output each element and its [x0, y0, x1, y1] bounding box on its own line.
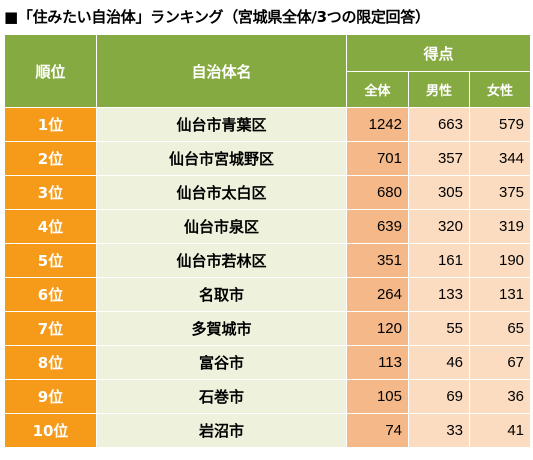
score-male-cell: 161: [408, 243, 470, 278]
municipality-cell: 仙台市若林区: [96, 243, 347, 278]
page-title: ■「住みたい自治体」ランキング（宮城県全体/3つの限定回答）: [4, 8, 430, 26]
score-female-cell: 41: [468, 413, 532, 448]
score-female-cell: 319: [468, 209, 532, 244]
rank-cell: 10位: [4, 413, 97, 448]
header-municipality: 自治体名: [96, 34, 347, 108]
table-row: 2位 仙台市宮城野区 701 357 344: [4, 141, 532, 176]
score-all-cell: 351: [346, 243, 409, 278]
score-male-cell: 55: [408, 311, 470, 346]
municipality-cell: 仙台市宮城野区: [96, 141, 347, 176]
score-all-cell: 105: [346, 379, 409, 414]
rank-cell: 7位: [4, 311, 97, 346]
header-female: 女性: [468, 71, 532, 108]
score-male-cell: 46: [408, 345, 470, 380]
score-all-cell: 74: [346, 413, 409, 448]
table-row: 10位 岩沼市 74 33 41: [4, 413, 532, 448]
score-all-cell: 1242: [346, 107, 409, 142]
table-row: 3位 仙台市太白区 680 305 375: [4, 175, 532, 210]
header-all: 全体: [346, 71, 409, 108]
table-row: 4位 仙台市泉区 639 320 319: [4, 209, 532, 244]
score-all-cell: 680: [346, 175, 409, 210]
score-all-cell: 639: [346, 209, 409, 244]
score-female-cell: 375: [468, 175, 532, 210]
score-male-cell: 133: [408, 277, 470, 312]
score-all-cell: 701: [346, 141, 409, 176]
rank-cell: 4位: [4, 209, 97, 244]
score-all-cell: 113: [346, 345, 409, 380]
score-female-cell: 36: [468, 379, 532, 414]
score-all-cell: 120: [346, 311, 409, 346]
table-row: 7位 多賀城市 120 55 65: [4, 311, 532, 346]
municipality-cell: 名取市: [96, 277, 347, 312]
score-female-cell: 67: [468, 345, 532, 380]
table-row: 6位 名取市 264 133 131: [4, 277, 532, 312]
municipality-cell: 仙台市太白区: [96, 175, 347, 210]
score-male-cell: 320: [408, 209, 470, 244]
rank-cell: 2位: [4, 141, 97, 176]
rank-cell: 1位: [4, 107, 97, 142]
score-female-cell: 579: [468, 107, 532, 142]
rank-cell: 8位: [4, 345, 97, 380]
municipality-cell: 富谷市: [96, 345, 347, 380]
score-female-cell: 131: [468, 277, 532, 312]
table-row: 5位 仙台市若林区 351 161 190: [4, 243, 532, 278]
score-female-cell: 344: [468, 141, 532, 176]
table-row: 1位 仙台市青葉区 1242 663 579: [4, 107, 532, 142]
table-row: 8位 富谷市 113 46 67: [4, 345, 532, 380]
header-score: 得点: [345, 34, 532, 72]
rank-cell: 3位: [4, 175, 97, 210]
score-all-cell: 264: [346, 277, 409, 312]
rank-cell: 9位: [4, 379, 97, 414]
municipality-cell: 仙台市青葉区: [96, 107, 347, 142]
ranking-table: 順位 自治体名 得点 全体 男性 女性 1位 仙台市青葉区 1242 663 579 2位…: [4, 34, 532, 448]
score-female-cell: 65: [468, 311, 532, 346]
score-male-cell: 69: [408, 379, 470, 414]
municipality-cell: 仙台市泉区: [96, 209, 347, 244]
municipality-cell: 石巻市: [96, 379, 347, 414]
score-female-cell: 190: [468, 243, 532, 278]
score-male-cell: 357: [408, 141, 470, 176]
rank-cell: 6位: [4, 277, 97, 312]
score-male-cell: 663: [408, 107, 470, 142]
table-row: 9位 石巻市 105 69 36: [4, 379, 532, 414]
score-male-cell: 305: [408, 175, 470, 210]
municipality-cell: 多賀城市: [96, 311, 347, 346]
municipality-cell: 岩沼市: [96, 413, 347, 448]
header-rank: 順位: [4, 34, 97, 108]
header-male: 男性: [408, 71, 470, 108]
rank-cell: 5位: [4, 243, 97, 278]
score-male-cell: 33: [408, 413, 470, 448]
